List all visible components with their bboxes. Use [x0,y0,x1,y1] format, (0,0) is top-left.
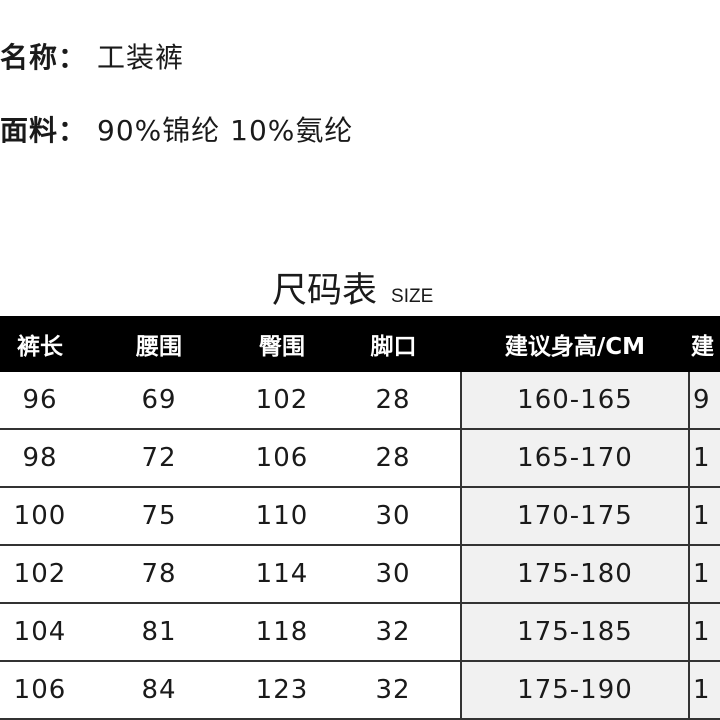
table-cell: 1 [688,429,720,488]
table-cell: 78 [80,545,238,604]
table-row: 100 75 110 30 170-175 1 [0,487,720,546]
size-chart-title-text: 尺码表 [272,271,378,311]
table-cell: 1 [688,603,720,662]
table-cell: 160-165 [460,372,689,430]
fabric-label: 面料： [0,114,88,147]
table-cell: 69 [80,372,238,430]
column-header: 建议身高/CM [461,316,689,372]
table-row: 106 84 123 32 175-190 1 [0,661,720,720]
fabric-line: 面料： 90%锦纶 10%氨纶 [0,109,353,149]
table-row: 102 78 114 30 175-180 1 [0,545,720,604]
column-header: 臀围 [238,316,326,372]
table-cell: 81 [80,603,238,662]
table-row: 96 69 102 28 160-165 9 [0,372,720,430]
table-cell: 175-180 [460,545,689,604]
table-cell: 118 [238,603,326,662]
size-chart-subtitle: SIZE [391,286,434,307]
table-cell: 28 [326,372,461,430]
table-cell: 84 [80,661,238,720]
table-cell: 1 [688,487,720,546]
table-cell: 98 [0,429,80,488]
table-cell: 110 [238,487,326,546]
table-cell: 32 [326,603,461,662]
column-header: 腰围 [80,316,238,372]
column-header: 裤长 [0,316,80,372]
table-cell: 175-185 [460,603,689,662]
table-cell: 1 [688,545,720,604]
column-header: 建 [689,316,720,372]
column-header: 脚口 [326,316,461,372]
size-table: 裤长 腰围 臀围 脚口 建议身高/CM 建 96 69 102 28 160-165 9 98 72 10… [0,316,720,720]
table-cell: 32 [326,661,461,720]
table-cell: 100 [0,487,80,546]
table-cell: 106 [238,429,326,488]
table-cell: 30 [326,487,461,546]
table-cell: 28 [326,429,461,488]
table-cell: 30 [326,545,461,604]
product-name-label: 名称： [0,41,88,74]
table-cell: 165-170 [460,429,689,488]
table-cell: 1 [688,661,720,720]
table-cell: 96 [0,372,80,430]
table-cell: 106 [0,661,80,720]
table-cell: 123 [238,661,326,720]
fabric-value: 90%锦纶 10%氨纶 [97,114,354,147]
size-chart-title: 尺码表 SIZE [272,262,433,313]
table-cell: 102 [238,372,326,430]
product-name-line: 名称： 工装裤 [0,36,184,76]
table-row: 104 81 118 32 175-185 1 [0,603,720,662]
table-cell: 104 [0,603,80,662]
product-name-value: 工装裤 [97,41,185,74]
table-cell: 175-190 [460,661,689,720]
table-cell: 102 [0,545,80,604]
table-cell: 72 [80,429,238,488]
table-cell: 114 [238,545,326,604]
table-header-row: 裤长 腰围 臀围 脚口 建议身高/CM 建 [0,316,720,372]
table-cell: 75 [80,487,238,546]
table-cell: 170-175 [460,487,689,546]
table-cell: 9 [688,372,720,430]
table-row: 98 72 106 28 165-170 1 [0,429,720,488]
